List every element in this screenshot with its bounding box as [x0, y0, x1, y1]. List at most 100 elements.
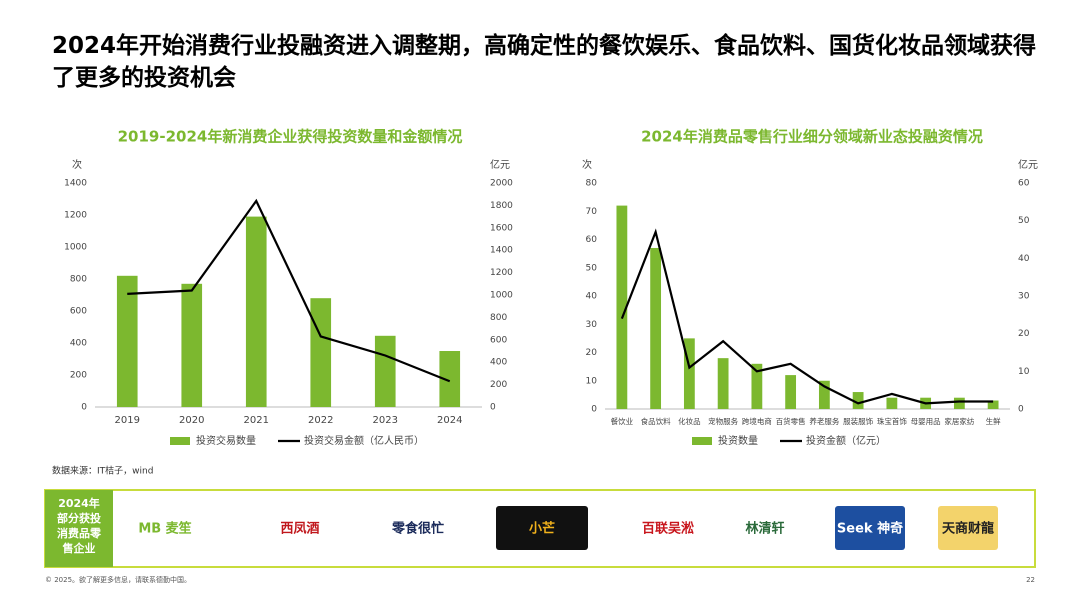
y2-tick-label: 600	[490, 335, 507, 345]
slide-title: 2024年开始消费行业投融资进入调整期，高确定性的餐饮娱乐、食品饮料、国货化妆品…	[52, 33, 1037, 91]
legend-label: 投资数量	[718, 434, 758, 447]
x-tick-label: 生鲜	[986, 416, 1001, 426]
footer: © 2025。欲了解更多信息，请联系德勤中国。	[45, 575, 191, 584]
y-tick-label: 800	[70, 275, 87, 285]
y2-tick-label: 10	[1018, 367, 1030, 377]
bar	[310, 298, 332, 407]
y-axis-label: 次	[72, 158, 82, 171]
bar	[650, 247, 662, 409]
y-tick-label: 1000	[64, 243, 87, 253]
logo-box	[835, 506, 905, 550]
y-tick-label: 400	[70, 339, 87, 349]
page-number: 22	[1026, 576, 1035, 584]
y-tick-label: 0	[591, 405, 597, 415]
y-tick-label: 30	[586, 320, 598, 330]
x-tick-label: 跨境电商	[742, 416, 772, 426]
y2-tick-label: 40	[1018, 254, 1030, 264]
x-tick-label: 珠宝首饰	[877, 416, 907, 426]
bar	[953, 397, 965, 409]
y-tick-label: 40	[586, 292, 598, 302]
x-tick-label: 2020	[179, 415, 204, 426]
bar	[717, 358, 729, 409]
bar	[886, 397, 898, 409]
y2-tick-label: 1600	[490, 223, 513, 233]
logo-text: 小芒	[529, 521, 555, 537]
logo-text: 天商财龍	[942, 521, 994, 537]
y-tick-label: 10	[586, 376, 598, 386]
chart-title: 2024年消费品零售行业细分领域新业态投融资情况	[641, 128, 983, 146]
y2-tick-label: 60	[1018, 179, 1030, 189]
y-tick-label: 70	[586, 207, 598, 217]
y2-tick-label: 200	[490, 380, 507, 390]
y2-tick-label: 1800	[490, 201, 513, 211]
y2-tick-label: 50	[1018, 216, 1030, 226]
bar	[181, 283, 203, 407]
chart-title: 2019-2024年新消费企业获得投资数量和金额情况	[118, 128, 463, 146]
logo-box	[633, 506, 703, 550]
bar	[785, 375, 797, 409]
y2-tick-label: 1200	[490, 268, 513, 278]
x-tick-label: 2024	[437, 415, 462, 426]
x-tick-label: 服装服饰	[843, 416, 873, 426]
logo-text: 零食很忙	[391, 521, 444, 537]
bar	[852, 392, 864, 409]
y2-axis-label: 亿元	[490, 158, 510, 171]
y2-tick-label: 2000	[490, 179, 513, 189]
bar	[818, 380, 830, 409]
x-tick-label: 2019	[115, 415, 140, 426]
logo-box	[725, 506, 805, 550]
y-tick-label: 1400	[64, 179, 87, 189]
panel-label: 2024年部分获投消费品零售企业	[57, 497, 101, 555]
x-tick-label: 家居家纺	[944, 416, 974, 426]
x-tick-label: 食品饮料	[641, 416, 671, 426]
bar	[116, 275, 138, 407]
y-tick-label: 50	[586, 263, 598, 273]
y-tick-label: 0	[81, 403, 87, 413]
y-tick-label: 1200	[64, 211, 87, 221]
legend-label: 投资金额（亿元）	[806, 434, 886, 447]
bar	[683, 338, 695, 409]
y-tick-label: 80	[586, 179, 598, 189]
x-tick-label: 化妆品	[678, 416, 701, 426]
y2-tick-label: 30	[1018, 292, 1030, 302]
x-tick-label: 2021	[244, 415, 269, 426]
y-tick-label: 200	[70, 371, 87, 381]
y2-tick-label: 20	[1018, 329, 1030, 339]
y-tick-label: 20	[586, 348, 598, 358]
logo-box	[255, 506, 345, 550]
y2-axis-label: 亿元	[1018, 158, 1038, 171]
x-tick-label: 餐饮业	[611, 416, 634, 426]
legend-label: 投资交易数量	[196, 434, 256, 447]
x-tick-label: 2022	[308, 415, 333, 426]
legend-label: 投资交易金额（亿人民币）	[304, 434, 424, 447]
legend-swatch	[692, 437, 712, 445]
logo-box	[115, 506, 215, 550]
logo-box	[496, 506, 588, 550]
y-tick-label: 600	[70, 307, 87, 317]
y2-tick-label: 400	[490, 358, 507, 368]
y-axis-label: 次	[582, 158, 592, 171]
bar	[751, 363, 763, 409]
logo-text: 林清轩	[745, 521, 784, 537]
panel-label-box: 2024年部分获投消费品零售企业	[57, 497, 101, 555]
legend-swatch	[170, 437, 190, 445]
panel-label-bg	[45, 490, 113, 567]
line	[127, 198, 451, 383]
logo-text: Seek 神奇	[837, 521, 903, 537]
x-tick-label: 母婴用品	[911, 417, 941, 426]
bar	[616, 205, 628, 409]
x-tick-label: 养老服务	[809, 416, 839, 426]
bar	[987, 400, 999, 409]
logo-box	[363, 506, 473, 550]
source: 数据来源：IT桔子，wind	[52, 465, 153, 477]
bar	[374, 335, 396, 407]
x-tick-label: 百货零售	[776, 416, 806, 426]
line	[620, 228, 994, 405]
logo-box	[938, 506, 998, 550]
y2-tick-label: 0	[1018, 405, 1024, 415]
logo-text: 西凤酒	[280, 522, 319, 537]
y2-tick-label: 800	[490, 313, 507, 323]
y2-tick-label: 1400	[490, 246, 513, 256]
